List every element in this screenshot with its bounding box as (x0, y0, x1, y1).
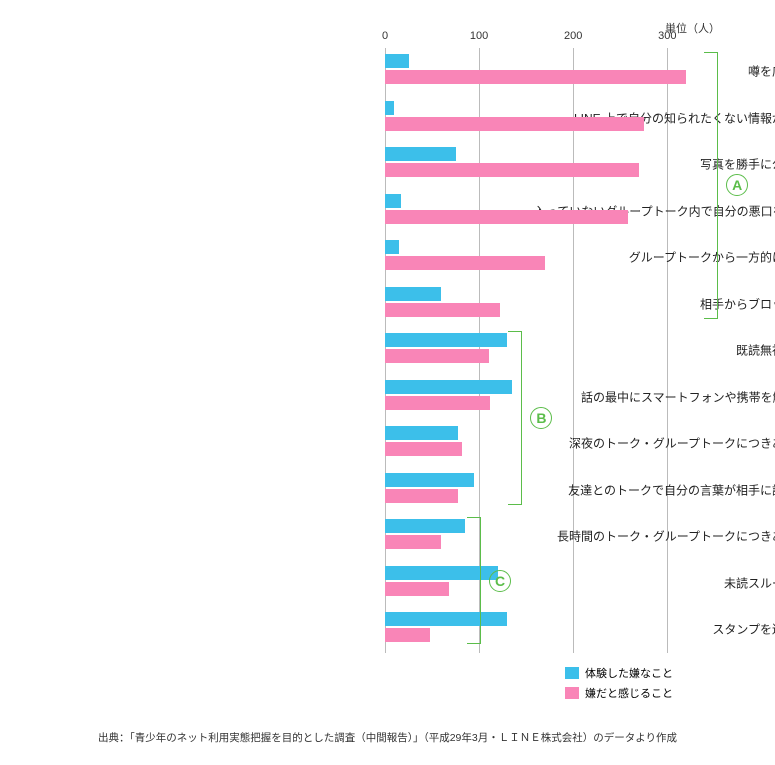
category-label: 長時間のトーク・グループトークにつきあわされた (452, 528, 775, 545)
bar-experienced (385, 473, 474, 487)
group-bracket (508, 331, 522, 505)
bar-feels-bad (385, 70, 686, 84)
legend-item-blue: 体験した嫌なこと (565, 665, 673, 681)
bar-experienced (385, 380, 512, 394)
legend-label-pink: 嫌だと感じること (585, 685, 673, 701)
legend-swatch-pink (565, 687, 579, 699)
category-label: 友達とのトークで自分の言葉が相手に誤解された (452, 481, 775, 498)
chart-row: 友達とのトークで自分の言葉が相手に誤解された (385, 467, 775, 514)
bar-feels-bad (385, 349, 489, 363)
bar-feels-bad (385, 303, 500, 317)
xtick-label: 100 (470, 30, 488, 42)
bar-experienced (385, 287, 441, 301)
bar-feels-bad (385, 535, 441, 549)
chart-row: 話の最中にスマートフォンや携帯を触っていた (385, 374, 775, 421)
legend-item-pink: 嫌だと感じること (565, 685, 673, 701)
bar-experienced (385, 333, 507, 347)
bar-experienced (385, 240, 399, 254)
bar-feels-bad (385, 489, 458, 503)
bar-feels-bad (385, 163, 639, 177)
bar-feels-bad (385, 256, 545, 270)
bar-experienced (385, 54, 409, 68)
group-label: C (489, 570, 511, 592)
bar-experienced (385, 147, 456, 161)
chart-row: 長時間のトーク・グループトークにつきあわされた (385, 513, 775, 560)
xtick-label: 300 (658, 30, 676, 42)
bar-feels-bad (385, 628, 430, 642)
group-label: B (530, 407, 552, 429)
source-citation: 出典：「青少年のネット利用実態把握を目的とした調査（中間報告）」（平成29年3月… (0, 730, 775, 745)
xtick-label: 0 (382, 30, 388, 42)
category-label: 相手からブロックされた (452, 295, 775, 312)
bar-feels-bad (385, 117, 644, 131)
legend-label-blue: 体験した嫌なこと (585, 665, 673, 681)
bar-experienced (385, 101, 394, 115)
bar-feels-bad (385, 582, 449, 596)
bar-feels-bad (385, 442, 462, 456)
chart-row: 未読スルーをされた (385, 560, 775, 607)
bar-experienced (385, 194, 401, 208)
group-bracket (704, 52, 718, 319)
chart-row: 深夜のトーク・グループトークにつきあわされた (385, 420, 775, 467)
bar-experienced (385, 519, 465, 533)
category-label: 深夜のトーク・グループトークにつきあわされた (452, 435, 775, 452)
chart-row: スタンプを連打された (385, 606, 775, 653)
bar-feels-bad (385, 210, 628, 224)
bar-experienced (385, 426, 458, 440)
chart-row: 既読無視をされた (385, 327, 775, 374)
bar-experienced (385, 612, 507, 626)
legend: 体験した嫌なこと 嫌だと感じること (565, 665, 673, 705)
group-bracket (467, 517, 481, 644)
legend-swatch-blue (565, 667, 579, 679)
bar-feels-bad (385, 396, 490, 410)
xtick-label: 200 (564, 30, 582, 42)
